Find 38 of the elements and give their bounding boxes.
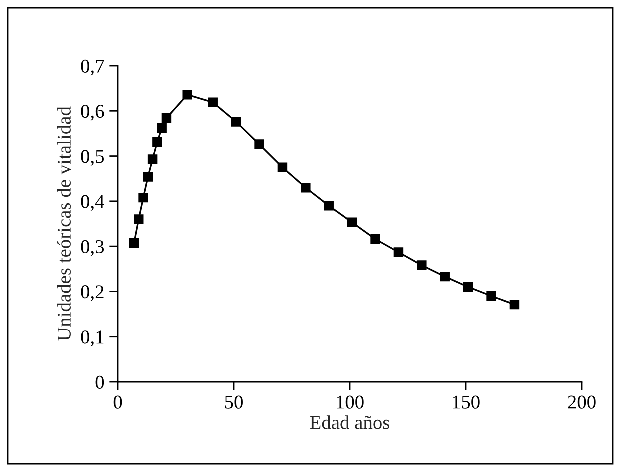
x-tick-label: 0 — [114, 396, 122, 409]
point — [134, 214, 144, 224]
point — [347, 218, 358, 228]
x-axis-title: Edad años — [310, 416, 390, 430]
x-tick-label: 150 — [453, 396, 480, 409]
point — [254, 140, 264, 150]
point — [486, 291, 496, 302]
x-tick-label: 200 — [568, 396, 596, 409]
point — [157, 123, 167, 134]
point — [182, 90, 192, 100]
point — [324, 201, 334, 211]
point — [152, 137, 162, 148]
y-tick-label: 0,2 — [81, 286, 104, 302]
y-tick-label: 0,7 — [81, 60, 104, 76]
y-tick-label: 0,5 — [81, 150, 104, 166]
point — [301, 183, 311, 193]
y-tick-label: 0,6 — [81, 104, 104, 121]
point — [148, 154, 158, 164]
y-tick-label: 0,1 — [81, 330, 104, 347]
point — [463, 282, 474, 292]
point — [138, 192, 148, 203]
y-tick-label: 0,3 — [81, 240, 104, 256]
y-tick-label: 0,4 — [81, 195, 104, 212]
y-axis-title: Unidades teóricas de vitalidad — [57, 106, 71, 342]
point — [278, 162, 288, 172]
point — [440, 272, 450, 282]
point — [394, 248, 404, 258]
point — [370, 234, 380, 244]
point — [510, 300, 520, 310]
x-tick-label: 50 — [225, 396, 243, 409]
point — [231, 117, 242, 127]
point — [417, 260, 427, 270]
x-tick-label: 100 — [337, 396, 364, 409]
point — [143, 172, 154, 182]
y-tick-label: 0 — [96, 376, 104, 389]
point — [208, 98, 218, 108]
point — [162, 114, 172, 124]
point — [129, 238, 140, 248]
